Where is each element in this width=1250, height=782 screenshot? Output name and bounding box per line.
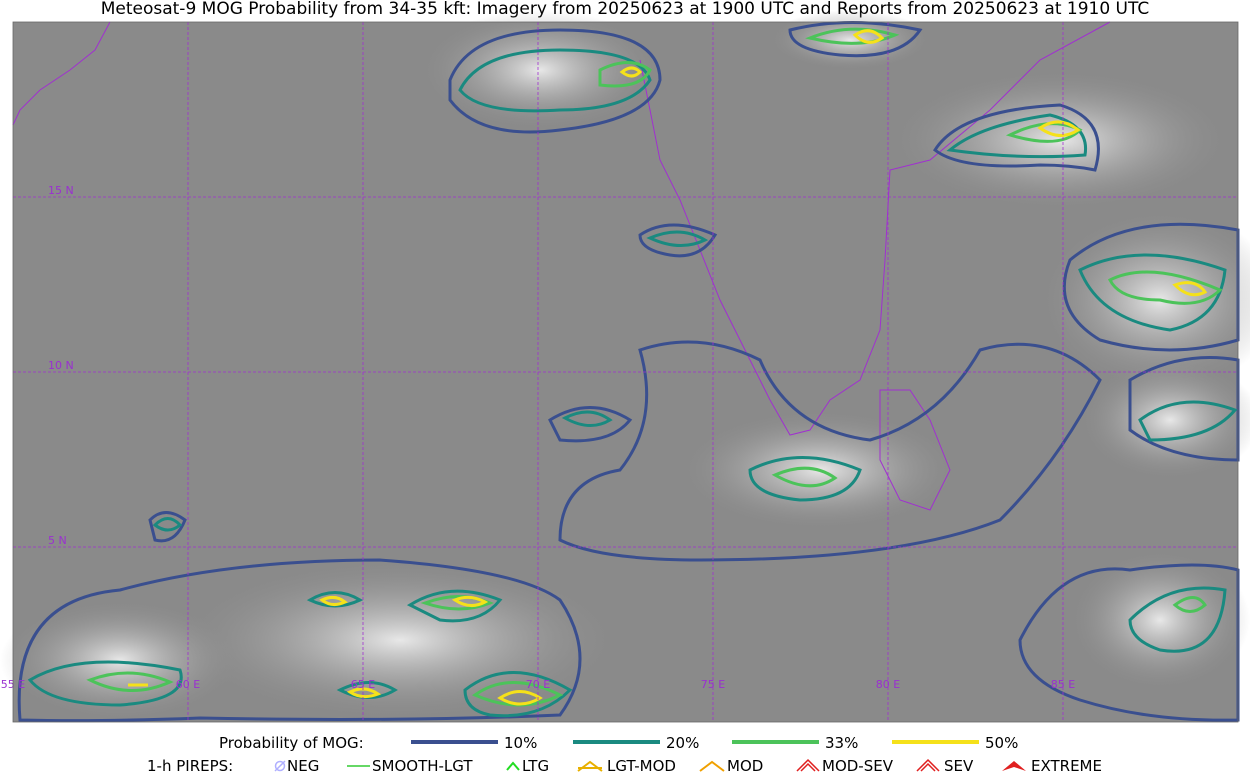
pirep-label: LGT-MOD [607,757,676,775]
pirep-label: MOD [727,757,763,775]
probability-contours [17,21,1240,723]
lon-label: 70 E [526,678,550,691]
map: 15 N10 N5 N55 E 60 E 65 E 70 E 75 E 80 E 85 E [0,10,1250,723]
lat-label: 5 N [48,534,67,547]
lat-label: 15 N [48,184,74,197]
pirep-label: NEG [287,757,319,775]
cloud-texture [0,10,1250,720]
lat-label: 10 N [48,359,74,372]
coastlines [12,21,1111,511]
legend-label: 10% [504,734,537,752]
lon-label: 60 E [176,678,200,691]
pirep-label: LTG [522,757,549,775]
pirep-label: MOD-SEV [822,757,894,775]
lon-label: 85 E [1051,678,1075,691]
pirep-label: EXTREME [1031,757,1102,775]
lon-label: 80 E [876,678,900,691]
lon-label: 65 E [351,678,375,691]
map-frame [12,21,1239,723]
pirep-label: SMOOTH-LGT [372,757,473,775]
pirep-icons [274,758,1026,772]
title: Meteosat-9 MOG Probability from 34-35 kf… [101,0,1150,19]
graticule: 15 N10 N5 N55 E 60 E 65 E 70 E 75 E 80 E 85 E [1,22,1238,722]
legend-label: 20% [666,734,699,752]
legend-title: Probability of MOG: [219,734,364,752]
legend-label: 33% [825,734,858,752]
pirep-label: SEV [944,757,974,775]
legend-label: 50% [985,734,1018,752]
legend: Probability of MOG: 10% 20% 33% 50% 1-h PIREP… [147,734,1102,775]
pirep-title: 1-h PIREPS: [147,757,233,775]
lon-label: 75 E [701,678,725,691]
